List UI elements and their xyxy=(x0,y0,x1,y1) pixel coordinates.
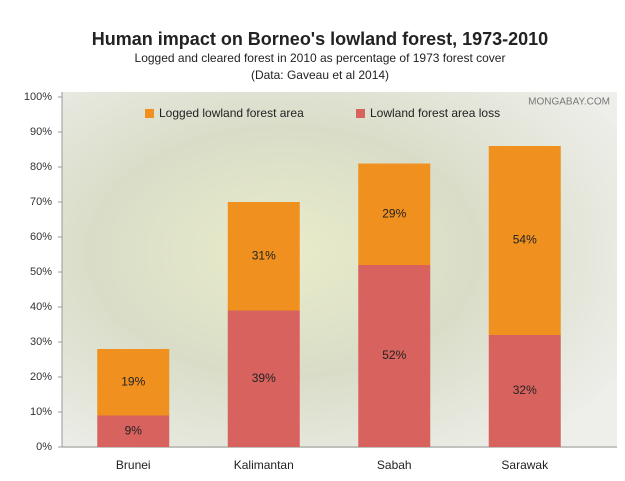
watermark: MONGABAY.COM xyxy=(528,97,610,108)
chart-subtitle: (Data: Gaveau et al 2014) xyxy=(251,68,389,82)
y-tick-label: 40% xyxy=(30,301,52,313)
x-tick-label: Brunei xyxy=(116,458,151,472)
y-tick-label: 50% xyxy=(30,266,52,278)
legend-swatch xyxy=(356,109,365,118)
data-label: 54% xyxy=(513,233,537,247)
chart-title: Human impact on Borneo's lowland forest,… xyxy=(92,29,548,49)
y-tick-label: 20% xyxy=(30,371,52,383)
y-tick-label: 100% xyxy=(24,91,52,103)
data-label: 32% xyxy=(513,383,537,397)
x-tick-label: Kalimantan xyxy=(234,458,294,472)
legend-label: Logged lowland forest area xyxy=(159,106,304,120)
legend-label: Lowland forest area loss xyxy=(370,106,500,120)
y-tick-label: 90% xyxy=(30,126,52,138)
data-label: 31% xyxy=(252,248,276,262)
y-tick-label: 30% xyxy=(30,336,52,348)
x-tick-label: Sabah xyxy=(377,458,412,472)
y-tick-label: 0% xyxy=(36,441,52,453)
y-tick-label: 10% xyxy=(30,406,52,418)
data-label: 19% xyxy=(121,374,145,388)
chart: Human impact on Borneo's lowland forest,… xyxy=(0,0,625,481)
data-label: 39% xyxy=(252,371,276,385)
y-tick-label: 60% xyxy=(30,231,52,243)
data-label: 9% xyxy=(125,423,143,437)
data-label: 52% xyxy=(382,348,406,362)
chart-subtitle: Logged and cleared forest in 2010 as per… xyxy=(135,51,506,65)
x-tick-label: Sarawak xyxy=(501,458,549,472)
y-tick-label: 80% xyxy=(30,161,52,173)
y-tick-label: 70% xyxy=(30,196,52,208)
legend-swatch xyxy=(145,109,154,118)
data-label: 29% xyxy=(382,206,406,220)
